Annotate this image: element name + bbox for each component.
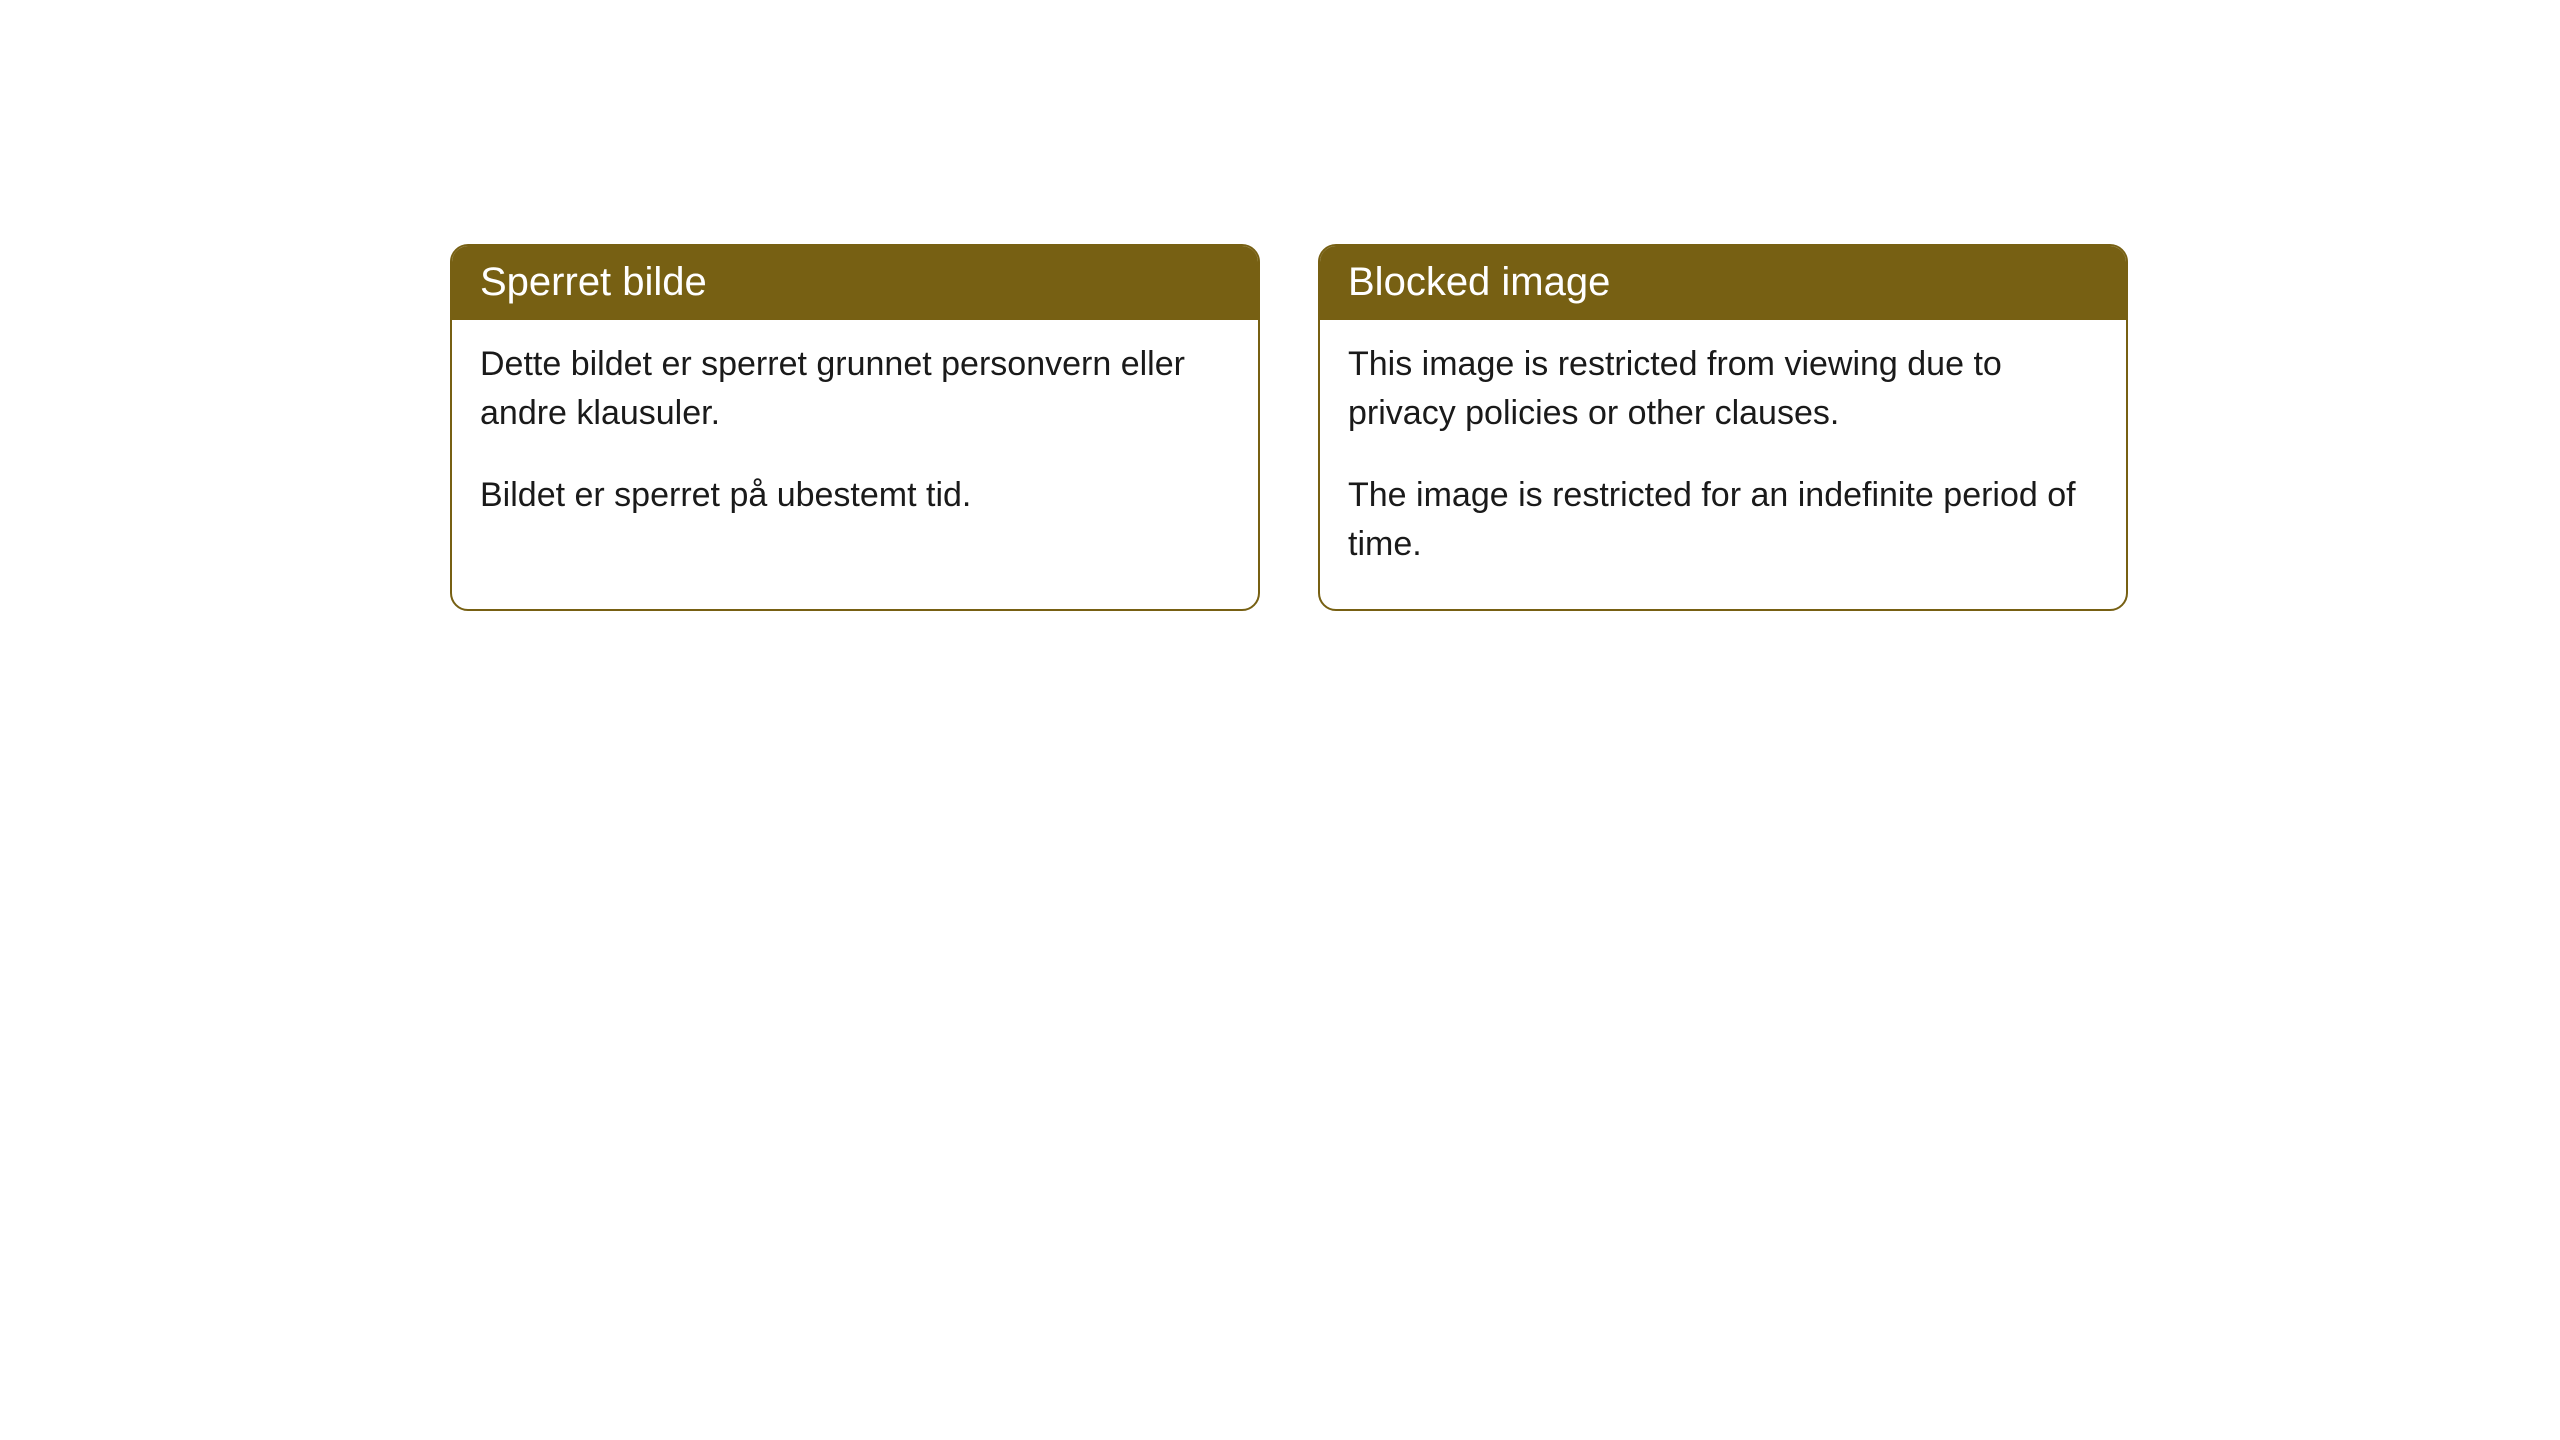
card-header: Sperret bilde: [452, 246, 1258, 320]
card-paragraph: This image is restricted from viewing du…: [1348, 340, 2098, 439]
card-paragraph: Dette bildet er sperret grunnet personve…: [480, 340, 1230, 439]
card-header: Blocked image: [1320, 246, 2126, 320]
notice-card-norwegian: Sperret bilde Dette bildet er sperret gr…: [450, 244, 1260, 611]
card-body: Dette bildet er sperret grunnet personve…: [452, 320, 1258, 560]
card-paragraph: The image is restricted for an indefinit…: [1348, 471, 2098, 570]
card-paragraph: Bildet er sperret på ubestemt tid.: [480, 471, 1230, 520]
notice-card-container: Sperret bilde Dette bildet er sperret gr…: [450, 244, 2128, 611]
card-body: This image is restricted from viewing du…: [1320, 320, 2126, 609]
notice-card-english: Blocked image This image is restricted f…: [1318, 244, 2128, 611]
card-title: Sperret bilde: [480, 260, 707, 304]
card-title: Blocked image: [1348, 260, 1610, 304]
